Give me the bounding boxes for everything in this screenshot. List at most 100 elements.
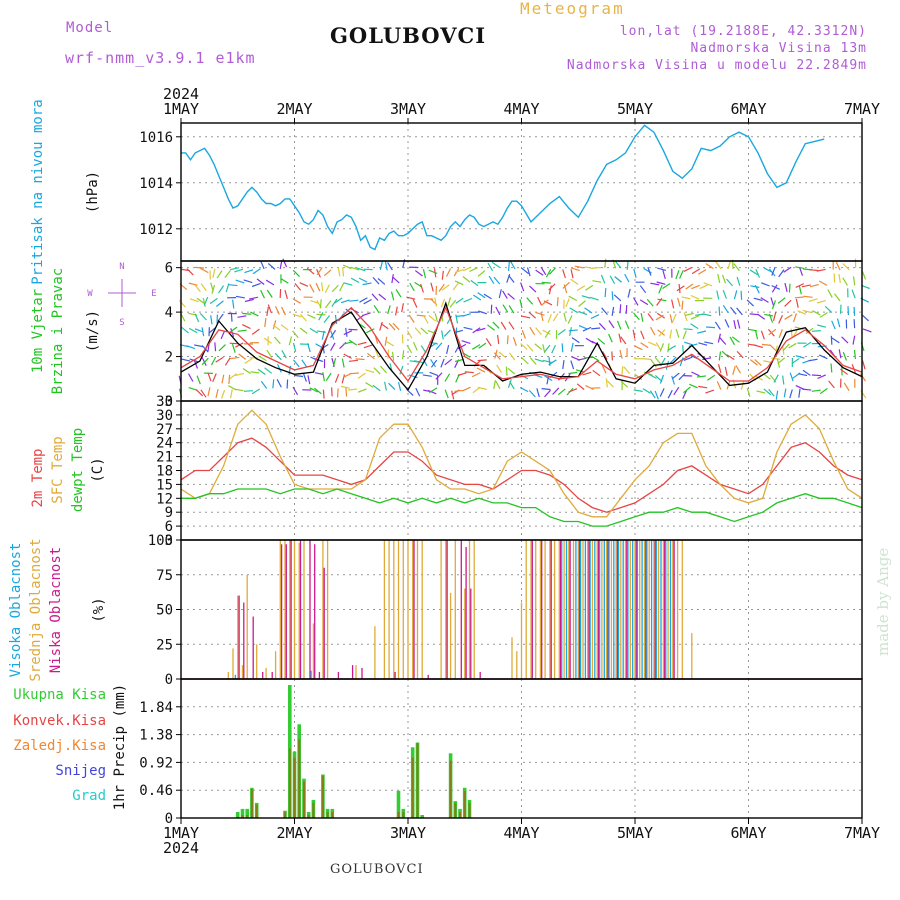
precip-conv-bar <box>312 802 315 818</box>
wind-barb <box>210 315 213 325</box>
wind-barb <box>816 299 826 304</box>
precip-legend-label: Snijeg <box>55 763 106 779</box>
wind-barb <box>624 273 630 283</box>
wind-barb <box>348 388 358 391</box>
model-elevation-readout: Nadmorska Visina u modelu 22.2849m <box>566 58 867 73</box>
wind-barb <box>790 328 793 338</box>
wind-barb <box>331 284 339 293</box>
wind-barb <box>363 298 372 305</box>
wind-barb <box>440 298 446 308</box>
precip-conv-bar <box>331 812 334 818</box>
wind-barb <box>281 306 287 316</box>
wind-barb <box>853 319 856 329</box>
wind-barb <box>794 296 804 299</box>
wind-barb <box>251 328 260 335</box>
wind-barb <box>784 314 793 320</box>
wind-barb <box>462 276 471 283</box>
wind-barb <box>590 355 600 362</box>
wind-barb <box>795 298 799 308</box>
wind-barb <box>224 270 231 278</box>
wind-barb <box>207 372 212 382</box>
wind-barb <box>557 328 566 336</box>
wind-barb <box>669 329 673 339</box>
wind-barb <box>363 344 373 349</box>
wind-barb <box>266 306 269 316</box>
wind-barb <box>647 266 652 276</box>
x-tick-label-bottom: 2MAY <box>276 824 312 842</box>
wind-barb <box>234 388 244 392</box>
wind-barb <box>203 296 209 306</box>
wind-barb <box>242 368 251 375</box>
precip-conv-bar <box>241 815 244 818</box>
wind-barb <box>284 289 288 299</box>
wind-barb <box>736 276 741 286</box>
wind-barb <box>194 284 201 293</box>
wind-barb <box>541 388 551 391</box>
wind-barb <box>754 359 762 367</box>
wind-barb <box>604 258 607 268</box>
wind-barb <box>570 269 574 279</box>
wind-barb <box>435 372 443 380</box>
wind-barb <box>230 312 233 322</box>
wind-barb <box>770 297 775 307</box>
wind-barb <box>740 380 745 390</box>
wind-barb <box>639 285 647 294</box>
wind-barb <box>181 358 191 362</box>
wind-barb <box>619 349 623 359</box>
wind-barb <box>371 293 379 301</box>
wind-barb <box>454 280 464 286</box>
wind-barb <box>520 282 525 292</box>
wind-barb <box>446 315 453 324</box>
wind-barb <box>624 320 630 330</box>
wind-barb <box>760 297 769 303</box>
wind-barb <box>528 389 536 398</box>
wind-barb <box>749 359 758 366</box>
wind-barb <box>497 334 500 345</box>
wind-barb <box>334 373 340 383</box>
wind-barb <box>545 269 552 278</box>
wind-barb <box>592 280 602 283</box>
wind-barb <box>232 299 235 309</box>
wind-barb <box>196 297 205 304</box>
wind-barb <box>325 300 332 309</box>
wind-barb <box>581 295 591 299</box>
wind-barb <box>387 305 391 315</box>
wind-barb <box>322 372 325 382</box>
wind-barb <box>195 389 204 397</box>
y-tick-label: 0.92 <box>139 755 173 771</box>
compass-south: S <box>119 318 124 328</box>
wind-barb <box>372 384 381 392</box>
wind-barb <box>507 367 516 375</box>
wind-barb <box>717 364 722 374</box>
wind-barb <box>188 386 198 391</box>
wind-barb <box>526 267 531 277</box>
wind-barb <box>492 321 500 329</box>
wind-barb <box>763 388 772 396</box>
precip-conv-bar <box>288 748 291 818</box>
wind-barb <box>563 284 568 294</box>
y-tick-label: 3 <box>165 533 173 549</box>
wind-barb <box>836 318 841 328</box>
pressure-unit-label: (hPa) <box>85 171 101 213</box>
wind-barb <box>736 307 743 316</box>
pressure-panel-frame <box>180 122 863 262</box>
wind-barb <box>260 260 265 270</box>
wind-barb <box>350 277 360 284</box>
compass-east: E <box>151 289 156 299</box>
precip-panel-frame <box>180 678 863 819</box>
wind-barb <box>292 313 302 318</box>
wind-barb <box>754 375 764 381</box>
wind-barb <box>801 284 811 288</box>
wind-barb <box>746 387 751 397</box>
wind-barb <box>342 264 352 270</box>
x-tick-label-bottom: 4MAY <box>503 824 539 842</box>
wind-barb <box>654 356 662 365</box>
wind-barb <box>706 326 716 329</box>
wind-barb <box>349 372 359 375</box>
wind-barb <box>667 343 670 353</box>
wind-barb <box>478 310 488 315</box>
wind-barb <box>323 315 331 323</box>
wind-barb <box>292 269 300 278</box>
wind-barb <box>477 270 486 277</box>
wind-barb <box>773 374 779 383</box>
